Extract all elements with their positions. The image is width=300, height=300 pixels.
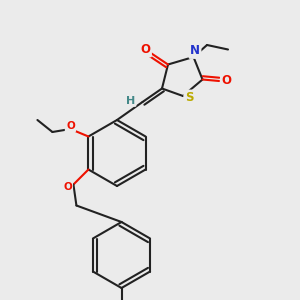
Text: H: H bbox=[126, 95, 135, 106]
Text: O: O bbox=[140, 43, 151, 56]
Text: S: S bbox=[185, 91, 193, 104]
Text: N: N bbox=[190, 44, 200, 58]
Text: O: O bbox=[66, 121, 75, 131]
Text: O: O bbox=[63, 182, 72, 193]
Text: O: O bbox=[221, 74, 232, 88]
